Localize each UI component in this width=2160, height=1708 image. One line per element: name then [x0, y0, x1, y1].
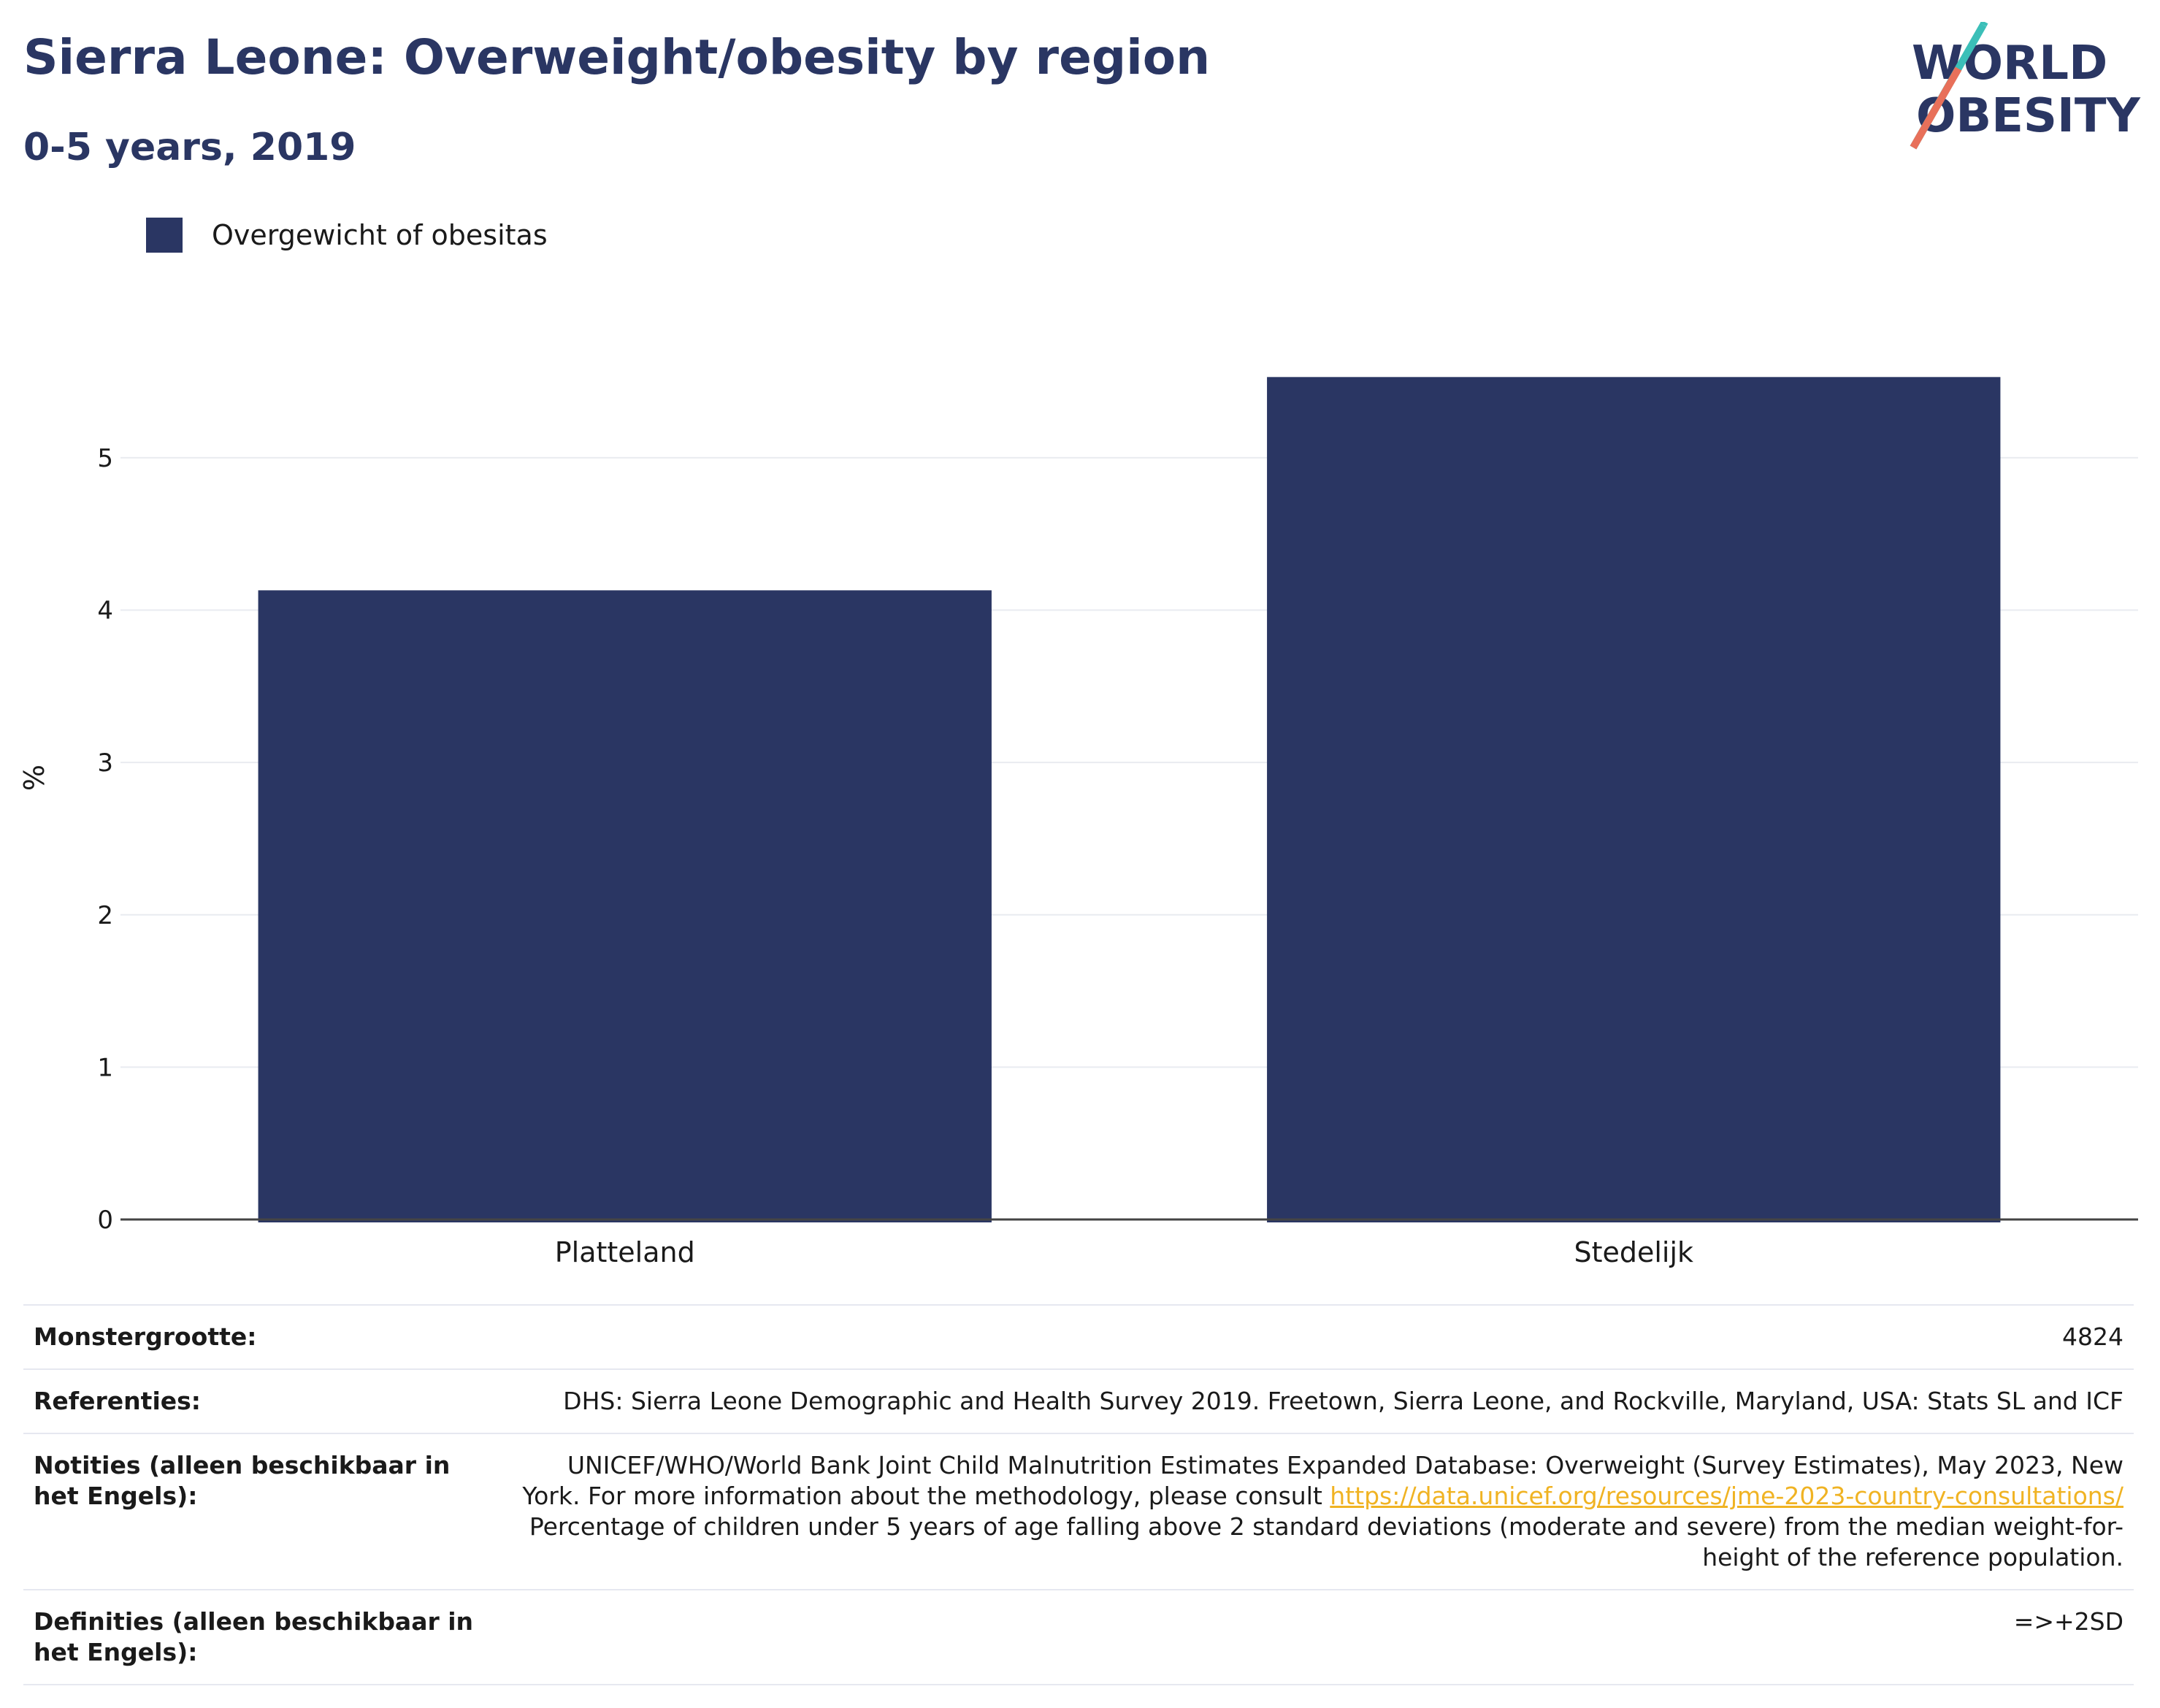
bar — [1267, 377, 2001, 1222]
references-label: Referenties: — [23, 1368, 511, 1433]
chart-title: Sierra Leone: Overweight/obesity by regi… — [23, 29, 1211, 85]
notes-value: UNICEF/WHO/World Bank Joint Child Malnut… — [511, 1433, 2134, 1590]
definitions-label: Definities (alleen beschikbaar in het En… — [23, 1589, 511, 1685]
meta-row-sample-size: Monstergrootte: 4824 — [23, 1304, 2134, 1369]
legend-swatch — [146, 218, 183, 253]
notes-text-1: UNICEF/WHO/World Bank Joint Child Malnut… — [522, 1451, 2123, 1510]
bar — [258, 590, 992, 1222]
legend-label: Overgewicht of obesitas — [212, 219, 548, 251]
notes-text-2: Percentage of children under 5 years of … — [529, 1512, 2123, 1571]
y-tick-label: 1 — [97, 1053, 113, 1082]
meta-row-definitions: Definities (alleen beschikbaar in het En… — [23, 1589, 2134, 1685]
notes-label: Notities (alleen beschikbaar in het Enge… — [23, 1433, 511, 1590]
notes-link[interactable]: https://data.unicef.org/resources/jme-20… — [1330, 1482, 2123, 1510]
y-tick-label: 4 — [97, 597, 113, 626]
world-obesity-logo: WORLD OBESITY — [1910, 22, 2140, 150]
chart-subtitle: 0-5 years, 2019 — [23, 126, 356, 169]
svg-text:WORLD: WORLD — [1912, 37, 2107, 91]
y-tick-label: 2 — [97, 901, 113, 930]
definitions-value: =>+2SD — [511, 1589, 2134, 1685]
chart-legend: Overgewicht of obesitas — [146, 216, 548, 254]
y-axis-label: % — [18, 765, 50, 791]
y-tick-label: 3 — [97, 748, 113, 778]
metadata-table: Monstergrootte: 4824 Referenties: DHS: S… — [23, 1304, 2134, 1685]
meta-row-notes: Notities (alleen beschikbaar in het Enge… — [23, 1433, 2134, 1590]
x-tick-label: Platteland — [555, 1236, 695, 1268]
y-tick-label: 0 — [97, 1206, 113, 1235]
sample-size-label: Monstergrootte: — [23, 1304, 511, 1369]
meta-row-references: Referenties: DHS: Sierra Leone Demograph… — [23, 1368, 2134, 1433]
sample-size-value: 4824 — [511, 1304, 2134, 1369]
y-tick-label: 5 — [97, 444, 113, 473]
svg-text:OBESITY: OBESITY — [1916, 89, 2140, 143]
x-tick-label: Stedelijk — [1574, 1236, 1693, 1268]
bar-chart: 0 1 2 3 4 5% Platteland Stedelijk — [18, 377, 2138, 1268]
references-value: DHS: Sierra Leone Demographic and Health… — [511, 1368, 2134, 1433]
